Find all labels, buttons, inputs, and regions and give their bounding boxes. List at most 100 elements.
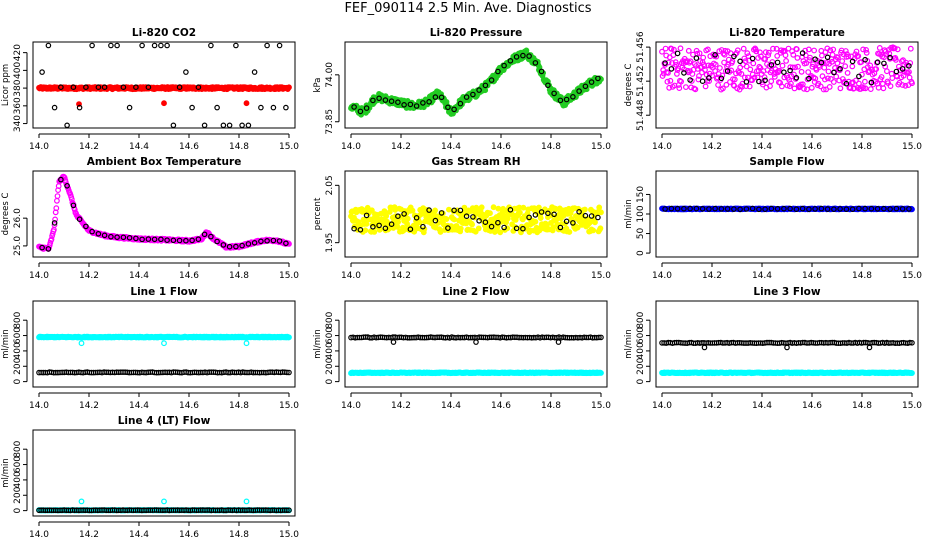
data-point	[239, 242, 245, 249]
data-point	[507, 57, 514, 64]
plot-frame	[32, 41, 296, 129]
data-point	[862, 56, 868, 63]
data-point	[806, 57, 813, 63]
data-point	[849, 63, 856, 70]
data-point	[876, 45, 883, 51]
x-axis: 14.0 14.2 14.4 14.6 14.8 15.0	[652, 262, 922, 281]
data-point	[863, 49, 870, 56]
data-point	[817, 83, 824, 90]
data-point	[879, 80, 886, 87]
data-point	[470, 91, 476, 98]
data-point	[264, 238, 270, 244]
data-point	[788, 80, 794, 87]
x-tick-label: 14.4	[752, 142, 772, 152]
data-point	[590, 227, 597, 234]
data-point	[818, 205, 825, 212]
x-tick-label: 14.4	[441, 271, 461, 281]
x-tick-label: 14.4	[441, 401, 461, 411]
data-point	[451, 106, 457, 113]
x-tick-label: 14.2	[391, 401, 411, 411]
data-point	[251, 69, 258, 75]
data-point	[596, 204, 603, 211]
data-point	[734, 47, 741, 54]
data-point	[762, 56, 769, 62]
plot-frame	[344, 41, 608, 129]
y-tick-label: 50	[636, 228, 646, 240]
y-tick-label: 150	[636, 186, 646, 203]
y-tick-label: 600	[636, 327, 646, 344]
data-point	[239, 122, 245, 128]
data-point	[785, 45, 792, 52]
x-axis: 14.0 14.2 14.4 14.6 14.8 15.0	[652, 392, 922, 411]
data-point	[214, 238, 220, 245]
data-point	[683, 84, 689, 90]
data-point	[806, 75, 812, 82]
data-point	[245, 122, 252, 128]
data-point	[139, 42, 145, 49]
data-point	[545, 210, 551, 217]
data-point	[478, 204, 485, 211]
data-point	[551, 90, 557, 97]
data-point	[563, 96, 570, 103]
x-tick-label: 14.6	[491, 401, 511, 411]
data-point	[834, 60, 841, 67]
data-point	[662, 45, 669, 52]
data-point	[830, 79, 837, 85]
x-tick-label: 14.0	[341, 142, 361, 152]
data-point	[728, 67, 735, 74]
data-point	[595, 75, 601, 82]
data-point	[276, 42, 283, 49]
data-point	[706, 75, 712, 81]
data-point	[83, 84, 89, 91]
x-tick-label: 14.4	[752, 271, 772, 281]
data-point	[363, 212, 370, 219]
points-group	[659, 205, 915, 213]
data-point	[706, 78, 712, 84]
data-point	[432, 94, 439, 100]
data-point	[595, 214, 601, 221]
data-point	[833, 73, 840, 80]
data-point	[120, 84, 127, 91]
x-tick-label: 14.8	[541, 401, 561, 411]
data-point	[574, 224, 581, 231]
data-point	[894, 46, 901, 53]
data-point	[513, 54, 520, 60]
data-point	[58, 176, 64, 183]
data-point	[824, 206, 831, 212]
data-point	[208, 42, 214, 49]
y-tick-label: 400	[636, 342, 646, 359]
data-point	[520, 204, 527, 211]
data-point	[909, 370, 915, 377]
data-point	[731, 76, 738, 83]
data-point	[284, 369, 290, 376]
data-point	[145, 84, 152, 91]
data-point	[737, 206, 743, 213]
data-point	[501, 224, 507, 231]
x-tick-label: 15.0	[902, 401, 922, 411]
data-point	[765, 49, 772, 56]
data-point	[742, 58, 749, 65]
data-point	[457, 100, 464, 107]
data-point	[416, 219, 423, 226]
data-point	[473, 339, 479, 345]
x-tick-label: 14.0	[652, 142, 672, 152]
data-point	[537, 215, 544, 222]
data-point	[208, 233, 214, 240]
data-point	[781, 205, 787, 212]
data-point	[755, 55, 761, 61]
data-point	[482, 82, 489, 89]
data-point	[286, 84, 292, 91]
data-point	[270, 104, 277, 111]
data-point	[432, 217, 439, 224]
data-point	[151, 236, 158, 243]
data-point	[783, 58, 789, 64]
y-tick-label: 360	[13, 97, 23, 114]
x-tick-label: 14.8	[229, 401, 249, 411]
data-point	[78, 340, 85, 347]
data-point	[550, 224, 557, 231]
x-tick-label: 15.0	[591, 142, 611, 152]
